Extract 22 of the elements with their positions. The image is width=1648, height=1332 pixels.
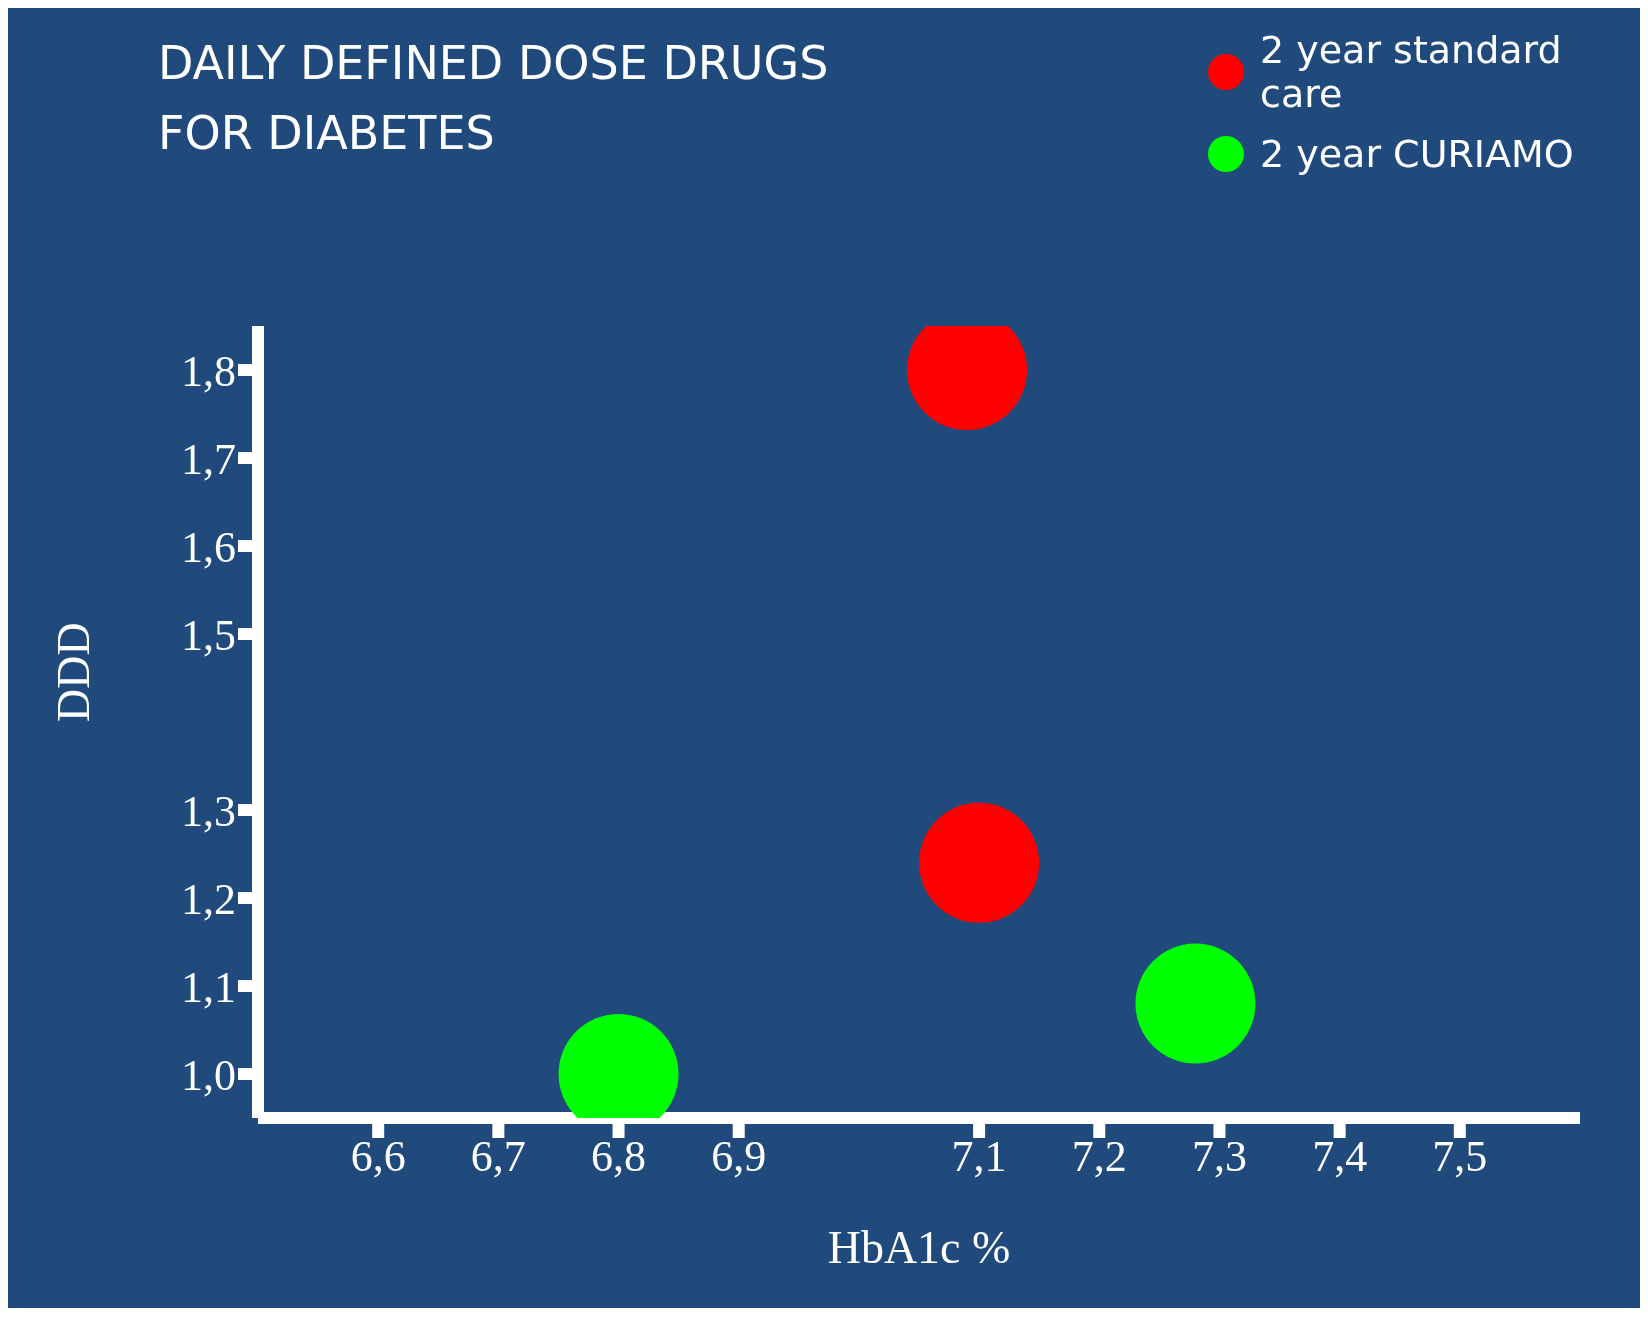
legend-label: 2 year standard care bbox=[1260, 28, 1563, 116]
x-tick-label: 7,2 bbox=[1071, 1132, 1127, 1182]
x-tick-label: 6,7 bbox=[470, 1132, 526, 1182]
y-tick-label: 1,3 bbox=[181, 786, 236, 836]
y-tick-label: 1,7 bbox=[181, 434, 236, 484]
x-tick-label: 7,1 bbox=[951, 1132, 1007, 1182]
x-tick-label: 6,8 bbox=[591, 1132, 647, 1182]
y-tick-label: 1,8 bbox=[181, 346, 236, 396]
x-tick-label: 7,4 bbox=[1312, 1132, 1368, 1182]
x-tick-label: 7,5 bbox=[1432, 1132, 1488, 1182]
x-tick-label: 6,6 bbox=[350, 1132, 406, 1182]
x-tick-label: 6,9 bbox=[711, 1132, 767, 1182]
y-tick-label: 1,5 bbox=[181, 610, 236, 660]
legend-label: 2 year CURIAMO bbox=[1260, 132, 1575, 176]
x-tick-label: 7,3 bbox=[1191, 1132, 1247, 1182]
y-tick-label: 1,1 bbox=[181, 962, 236, 1012]
y-tick-label: 1,2 bbox=[181, 874, 236, 924]
x-axis-title: HbA1c % bbox=[827, 1222, 1011, 1273]
y-tick-label: 1,6 bbox=[181, 522, 236, 572]
y-tick-label: 1,0 bbox=[181, 1050, 236, 1100]
y-axis-title: DDD bbox=[48, 622, 100, 722]
chart-title: DAILY DEFINED DOSE DRUGS FOR DIABETES bbox=[158, 35, 830, 162]
